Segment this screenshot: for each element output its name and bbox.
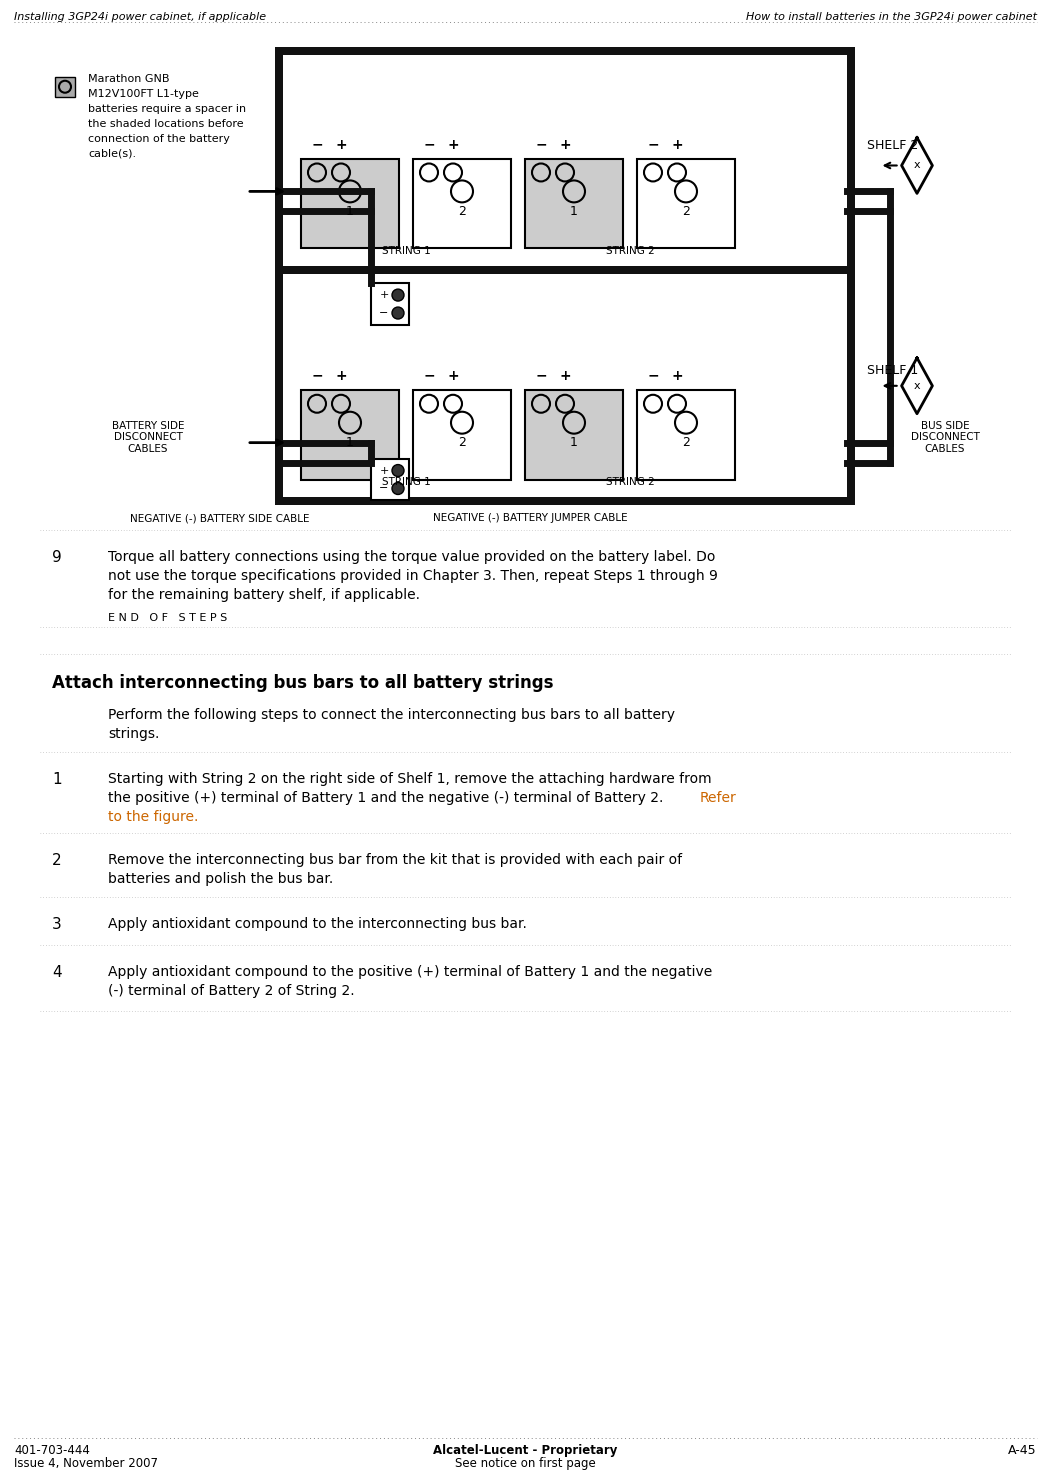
- Text: −: −: [311, 369, 323, 383]
- Text: BATTERY SIDE
DISCONNECT
CABLES: BATTERY SIDE DISCONNECT CABLES: [111, 421, 184, 453]
- Text: NEGATIVE (-) BATTERY JUMPER CABLE: NEGATIVE (-) BATTERY JUMPER CABLE: [433, 514, 627, 524]
- Text: +: +: [447, 137, 459, 152]
- Text: 9: 9: [51, 551, 62, 565]
- Text: −: −: [647, 137, 659, 152]
- Text: −: −: [535, 369, 547, 383]
- Text: +: +: [559, 137, 571, 152]
- Bar: [301, 390, 399, 480]
- Text: +: +: [335, 137, 347, 152]
- Text: 2: 2: [682, 205, 689, 218]
- Bar: [55, 77, 75, 97]
- Text: A-45: A-45: [1008, 1444, 1037, 1456]
- Text: x: x: [913, 160, 921, 171]
- Text: +: +: [559, 369, 571, 383]
- Text: for the remaining battery shelf, if applicable.: for the remaining battery shelf, if appl…: [108, 589, 420, 602]
- Bar: [275, 47, 283, 505]
- Text: 1: 1: [346, 436, 354, 449]
- Text: STRING 1: STRING 1: [382, 477, 430, 487]
- Text: Attach interconnecting bus bars to all battery strings: Attach interconnecting bus bars to all b…: [51, 674, 554, 692]
- Text: Issue 4, November 2007: Issue 4, November 2007: [14, 1456, 158, 1469]
- Bar: [526, 390, 623, 480]
- Text: −: −: [379, 308, 389, 318]
- Text: batteries and polish the bus bar.: batteries and polish the bus bar.: [108, 873, 333, 886]
- Text: x: x: [913, 381, 921, 390]
- Text: Apply antioxidant compound to the interconnecting bus bar.: Apply antioxidant compound to the interc…: [108, 917, 527, 932]
- Text: Perform the following steps to connect the interconnecting bus bars to all batte: Perform the following steps to connect t…: [108, 708, 675, 721]
- Text: See notice on first page: See notice on first page: [455, 1456, 595, 1469]
- Text: Starting with String 2 on the right side of Shelf 1, remove the attaching hardwa: Starting with String 2 on the right side…: [108, 771, 712, 786]
- Text: +: +: [335, 369, 347, 383]
- Text: Refer: Refer: [700, 790, 737, 805]
- Text: 1: 1: [570, 436, 578, 449]
- Bar: [413, 159, 511, 249]
- Text: cable(s).: cable(s).: [88, 149, 137, 159]
- Text: 2: 2: [458, 205, 466, 218]
- Bar: [637, 159, 735, 249]
- Text: 3: 3: [51, 917, 62, 932]
- Text: −: −: [379, 483, 389, 493]
- Bar: [371, 459, 409, 500]
- Text: −: −: [311, 137, 323, 152]
- Text: 1: 1: [570, 205, 578, 218]
- Text: 2: 2: [458, 436, 466, 449]
- Text: NEGATIVE (-) BATTERY SIDE CABLE: NEGATIVE (-) BATTERY SIDE CABLE: [130, 514, 310, 524]
- Bar: [526, 159, 623, 249]
- Text: not use the torque specifications provided in Chapter 3. Then, repeat Steps 1 th: not use the torque specifications provid…: [108, 570, 718, 583]
- Text: 1: 1: [51, 771, 62, 786]
- Text: +: +: [447, 369, 459, 383]
- Text: +: +: [672, 369, 683, 383]
- Text: 2: 2: [682, 436, 689, 449]
- Bar: [301, 159, 399, 249]
- Bar: [283, 266, 847, 274]
- Bar: [413, 390, 511, 480]
- Bar: [847, 47, 856, 505]
- Text: STRING 2: STRING 2: [605, 246, 655, 256]
- Text: Apply antioxidant compound to the positive (+) terminal of Battery 1 and the neg: Apply antioxidant compound to the positi…: [108, 966, 713, 979]
- Circle shape: [392, 465, 404, 477]
- Circle shape: [392, 483, 404, 495]
- Bar: [637, 390, 735, 480]
- Text: to the figure.: to the figure.: [108, 810, 199, 823]
- Text: +: +: [379, 465, 389, 475]
- Text: Alcatel-Lucent - Proprietary: Alcatel-Lucent - Proprietary: [433, 1444, 617, 1456]
- Text: 1: 1: [346, 205, 354, 218]
- Bar: [275, 498, 856, 505]
- Text: (-) terminal of Battery 2 of String 2.: (-) terminal of Battery 2 of String 2.: [108, 983, 354, 998]
- Text: −: −: [424, 369, 435, 383]
- Bar: [371, 283, 409, 325]
- Text: Torque all battery connections using the torque value provided on the battery la: Torque all battery connections using the…: [108, 551, 716, 564]
- Text: Marathon GNB: Marathon GNB: [88, 74, 169, 84]
- Text: How to install batteries in the 3GP24i power cabinet: How to install batteries in the 3GP24i p…: [746, 12, 1037, 22]
- Text: STRING 2: STRING 2: [605, 477, 655, 487]
- Text: strings.: strings.: [108, 727, 160, 740]
- Bar: [275, 47, 856, 54]
- Text: M12V100FT L1-type: M12V100FT L1-type: [88, 88, 199, 99]
- Text: SHELF 2: SHELF 2: [867, 138, 919, 152]
- Text: SHELF 1: SHELF 1: [867, 365, 919, 377]
- Text: the shaded locations before: the shaded locations before: [88, 119, 244, 128]
- Circle shape: [392, 289, 404, 302]
- Text: batteries require a spacer in: batteries require a spacer in: [88, 103, 246, 113]
- Text: connection of the battery: connection of the battery: [88, 134, 230, 144]
- Text: Remove the interconnecting bus bar from the kit that is provided with each pair : Remove the interconnecting bus bar from …: [108, 854, 682, 867]
- Text: +: +: [379, 290, 389, 300]
- Text: −: −: [535, 137, 547, 152]
- Text: 4: 4: [51, 966, 62, 980]
- Text: 2: 2: [51, 854, 62, 868]
- Text: the positive (+) terminal of Battery 1 and the negative (-) terminal of Battery : the positive (+) terminal of Battery 1 a…: [108, 790, 667, 805]
- Text: −: −: [424, 137, 435, 152]
- Text: Installing 3GP24i power cabinet, if applicable: Installing 3GP24i power cabinet, if appl…: [14, 12, 266, 22]
- Text: +: +: [672, 137, 683, 152]
- Text: STRING 1: STRING 1: [382, 246, 430, 256]
- Text: 401-703-444: 401-703-444: [14, 1444, 90, 1456]
- Text: −: −: [647, 369, 659, 383]
- Circle shape: [392, 308, 404, 319]
- Text: E N D   O F   S T E P S: E N D O F S T E P S: [108, 614, 227, 623]
- Text: BUS SIDE
DISCONNECT
CABLES: BUS SIDE DISCONNECT CABLES: [910, 421, 980, 453]
